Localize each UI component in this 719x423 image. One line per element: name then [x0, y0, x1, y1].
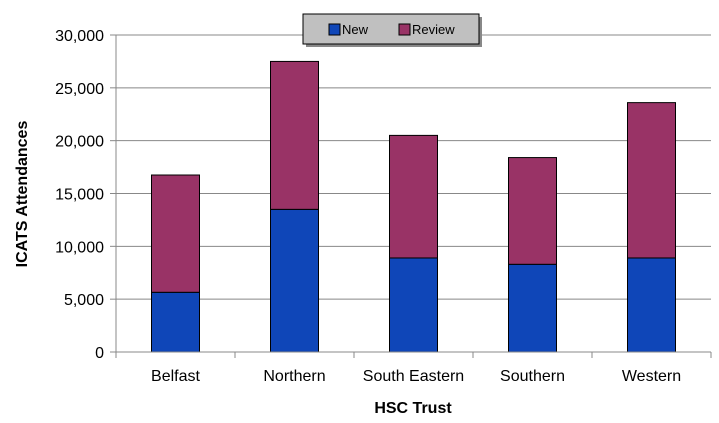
bar-review-south-eastern	[389, 134, 438, 259]
y-tick-label: 30,000	[55, 28, 104, 45]
y-tick-label: 15,000	[55, 187, 104, 204]
x-tick-label: Western	[622, 368, 681, 385]
bar-new-belfast	[151, 291, 200, 353]
x-tick-label: Belfast	[151, 368, 200, 385]
y-tick-label: 10,000	[55, 239, 104, 256]
x-tick-label: Southern	[500, 368, 565, 385]
bars	[151, 60, 676, 353]
x-tick-labels: Belfast Northern South Eastern Southern West…	[151, 368, 681, 385]
legend-swatch-new	[328, 23, 341, 36]
y-tick-labels: 0 5,000 10,000 15,000 20,000 25,000 30,000	[55, 28, 104, 362]
y-axis-title: ICATS Attendances	[14, 121, 31, 268]
x-tick-label: Northern	[263, 368, 325, 385]
bar-new-western	[627, 257, 676, 353]
legend: New Review	[302, 13, 482, 47]
axes	[110, 34, 712, 358]
bar-new-south-eastern	[389, 257, 438, 353]
bar-review-northern	[270, 60, 319, 210]
x-tick-label: South Eastern	[363, 368, 464, 385]
y-tick-label: 5,000	[64, 292, 104, 309]
y-tick-label: 20,000	[55, 134, 104, 151]
bar-new-southern	[508, 263, 557, 353]
legend-label-new: New	[342, 22, 369, 37]
bar-review-western	[627, 102, 676, 259]
bar-new-northern	[270, 208, 319, 353]
x-axis-title: HSC Trust	[374, 400, 452, 417]
legend-label-review: Review	[412, 22, 455, 37]
bar-review-belfast	[151, 174, 200, 293]
legend-swatch-review	[398, 23, 411, 36]
y-tick-label: 25,000	[55, 81, 104, 98]
bar-review-southern	[508, 157, 557, 265]
y-tick-label: 0	[95, 345, 104, 362]
